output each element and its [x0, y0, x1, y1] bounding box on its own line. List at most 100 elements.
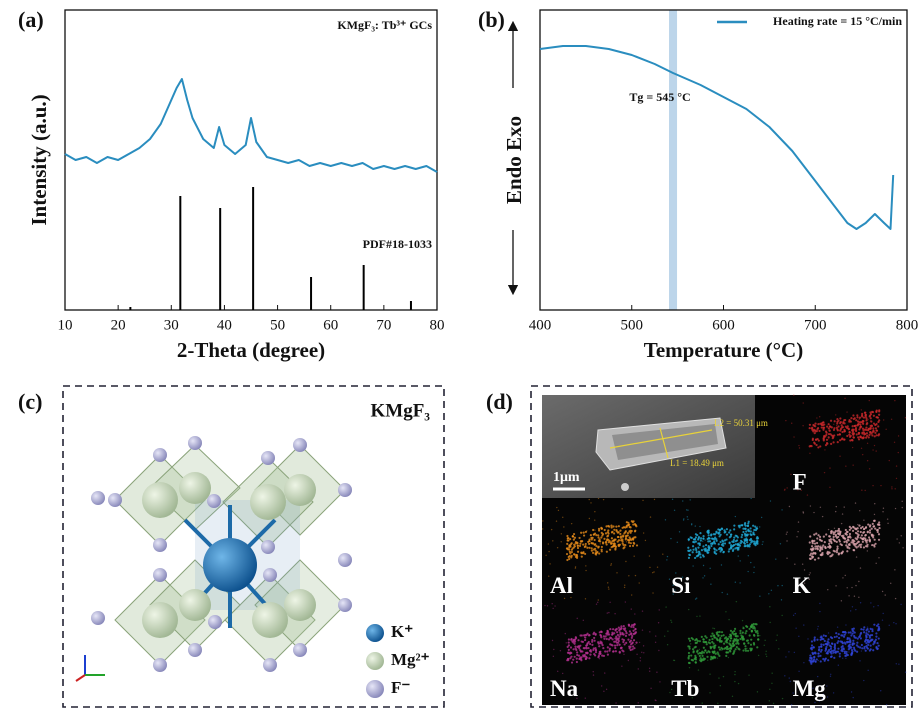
signal-dot: [750, 644, 752, 646]
signal-dot: [837, 651, 839, 653]
x-tick-label: 50: [270, 317, 285, 333]
signal-dot: [830, 648, 832, 650]
signal-dot: [839, 422, 841, 424]
signal-dot: [708, 530, 710, 532]
noise-dot: [597, 602, 598, 603]
signal-dot: [594, 539, 596, 541]
f-atom: [153, 658, 167, 672]
signal-dot: [864, 640, 866, 642]
signal-dot: [853, 425, 855, 427]
noise-dot: [798, 636, 799, 637]
noise-dot: [786, 487, 787, 488]
signal-dot: [603, 635, 605, 637]
noise-dot: [544, 605, 545, 606]
signal-dot: [608, 638, 610, 640]
signal-dot: [863, 626, 865, 628]
noise-dot: [858, 597, 859, 598]
signal-dot: [746, 539, 748, 541]
noise-dot: [786, 533, 787, 534]
signal-dot: [573, 553, 575, 555]
signal-dot: [733, 640, 735, 642]
signal-dot: [690, 654, 692, 656]
noise-dot: [852, 606, 853, 607]
signal-dot: [577, 547, 579, 549]
noise-dot: [841, 523, 842, 524]
signal-dot: [630, 643, 632, 645]
signal-dot: [633, 520, 635, 522]
noise-dot: [883, 419, 884, 420]
signal-dot: [817, 655, 819, 657]
noise-dot: [575, 566, 576, 567]
panel-label: (d): [486, 389, 513, 414]
measurement: L2 = 50.31 μm: [714, 418, 768, 428]
signal-dot: [824, 660, 826, 662]
signal-dot: [860, 531, 862, 533]
noise-dot: [658, 650, 659, 651]
noise-dot: [640, 660, 641, 661]
noise-dot: [757, 691, 758, 692]
signal-dot: [610, 525, 612, 527]
noise-dot: [609, 602, 610, 603]
signal-dot: [622, 536, 624, 538]
noise-dot: [784, 675, 785, 676]
noise-dot: [789, 677, 790, 678]
signal-dot: [606, 650, 608, 652]
signal-dot: [843, 439, 845, 441]
signal-dot: [748, 530, 750, 532]
signal-dot: [700, 660, 702, 662]
series-label: PDF#18-1033: [363, 237, 432, 251]
signal-dot: [581, 556, 583, 558]
signal-dot: [829, 535, 831, 537]
signal-dot: [872, 427, 874, 429]
signal-dot: [732, 653, 734, 655]
noise-dot: [654, 499, 655, 500]
signal-dot: [691, 537, 693, 539]
signal-dot: [598, 645, 600, 647]
signal-dot: [735, 543, 737, 545]
signal-dot: [580, 659, 582, 661]
noise-dot: [820, 545, 821, 546]
signal-dot: [567, 658, 569, 660]
signal-dot: [841, 641, 843, 643]
noise-dot: [702, 577, 703, 578]
signal-dot: [576, 654, 578, 656]
signal-dot: [863, 433, 865, 435]
signal-dot: [695, 549, 697, 551]
signal-dot: [582, 551, 584, 553]
signal-dot: [868, 434, 870, 436]
noise-dot: [703, 565, 704, 566]
noise-dot: [798, 521, 799, 522]
signal-dot: [713, 650, 715, 652]
signal-dot: [704, 650, 706, 652]
signal-dot: [601, 528, 603, 530]
signal-dot: [614, 538, 616, 540]
mg-atom: [142, 602, 178, 638]
noise-dot: [803, 662, 804, 663]
signal-dot: [860, 426, 862, 428]
signal-dot: [568, 638, 570, 640]
signal-dot: [817, 545, 819, 547]
signal-dot: [874, 539, 876, 541]
signal-dot: [729, 643, 731, 645]
signal-dot: [619, 644, 621, 646]
noise-dot: [896, 663, 897, 664]
signal-dot: [588, 543, 590, 545]
signal-dot: [595, 633, 597, 635]
noise-dot: [790, 681, 791, 682]
signal-dot: [823, 423, 825, 425]
noise-dot: [552, 640, 553, 641]
noise-dot: [702, 702, 703, 703]
noise-dot: [690, 643, 691, 644]
noise-dot: [872, 449, 873, 450]
signal-dot: [622, 547, 624, 549]
signal-dot: [860, 544, 862, 546]
signal-dot: [695, 536, 697, 538]
signal-dot: [744, 523, 746, 525]
noise-dot: [769, 622, 770, 623]
signal-dot: [717, 528, 719, 530]
x-tick-label: 20: [111, 317, 126, 333]
noise-dot: [734, 674, 735, 675]
noise-dot: [577, 618, 578, 619]
noise-dot: [649, 631, 650, 632]
noise-dot: [696, 616, 697, 617]
